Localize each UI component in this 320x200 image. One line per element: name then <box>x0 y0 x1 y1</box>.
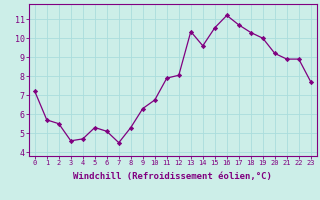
X-axis label: Windchill (Refroidissement éolien,°C): Windchill (Refroidissement éolien,°C) <box>73 172 272 181</box>
